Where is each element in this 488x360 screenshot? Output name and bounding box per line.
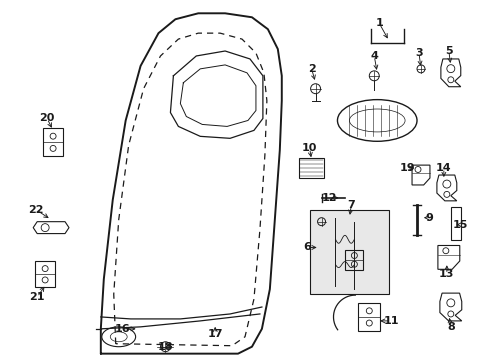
Text: 19: 19 xyxy=(398,163,414,173)
Text: 7: 7 xyxy=(347,200,355,210)
Text: 9: 9 xyxy=(424,213,432,223)
Text: 21: 21 xyxy=(29,292,45,302)
Text: 16: 16 xyxy=(115,324,130,334)
Text: 12: 12 xyxy=(321,193,337,203)
Text: 17: 17 xyxy=(207,329,223,339)
Text: 1: 1 xyxy=(375,18,382,28)
Text: 14: 14 xyxy=(435,163,451,173)
Text: 13: 13 xyxy=(438,269,454,279)
Text: 22: 22 xyxy=(28,205,44,215)
Text: 11: 11 xyxy=(383,316,398,326)
Text: 2: 2 xyxy=(307,64,315,74)
Text: 15: 15 xyxy=(452,220,468,230)
Text: 20: 20 xyxy=(40,113,55,123)
Text: 5: 5 xyxy=(444,46,452,56)
Text: 3: 3 xyxy=(414,48,422,58)
Text: 8: 8 xyxy=(446,322,454,332)
Text: 6: 6 xyxy=(303,243,311,252)
Polygon shape xyxy=(309,210,388,294)
Text: 10: 10 xyxy=(301,143,317,153)
Text: 4: 4 xyxy=(369,51,377,61)
Text: 18: 18 xyxy=(157,342,173,352)
